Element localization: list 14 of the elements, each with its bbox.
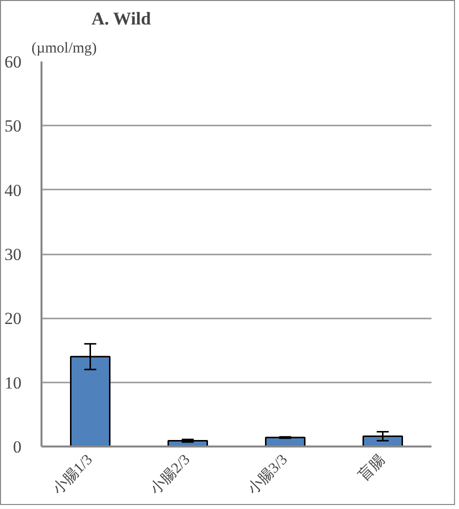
x-tick-label: 盲腸 (355, 451, 388, 484)
y-tick-label: 30 (4, 245, 22, 264)
y-tick-label: 0 (13, 438, 22, 456)
y-tick-label: 10 (4, 373, 22, 392)
x-tick-label: 小腸1/3 (49, 451, 96, 498)
x-tick-label: 小腸2/3 (146, 451, 194, 498)
x-tick-label: 小腸3/3 (244, 451, 291, 498)
chart-title: A. Wild (92, 8, 151, 28)
y-tick-label: 50 (4, 116, 22, 136)
y-tick-label: 40 (4, 180, 22, 200)
y-tick-label: 60 (4, 52, 22, 72)
bar (362, 435, 403, 446)
y-tick-label: 20 (4, 309, 22, 328)
y-axis-title: (µmol/mg) (32, 40, 97, 56)
